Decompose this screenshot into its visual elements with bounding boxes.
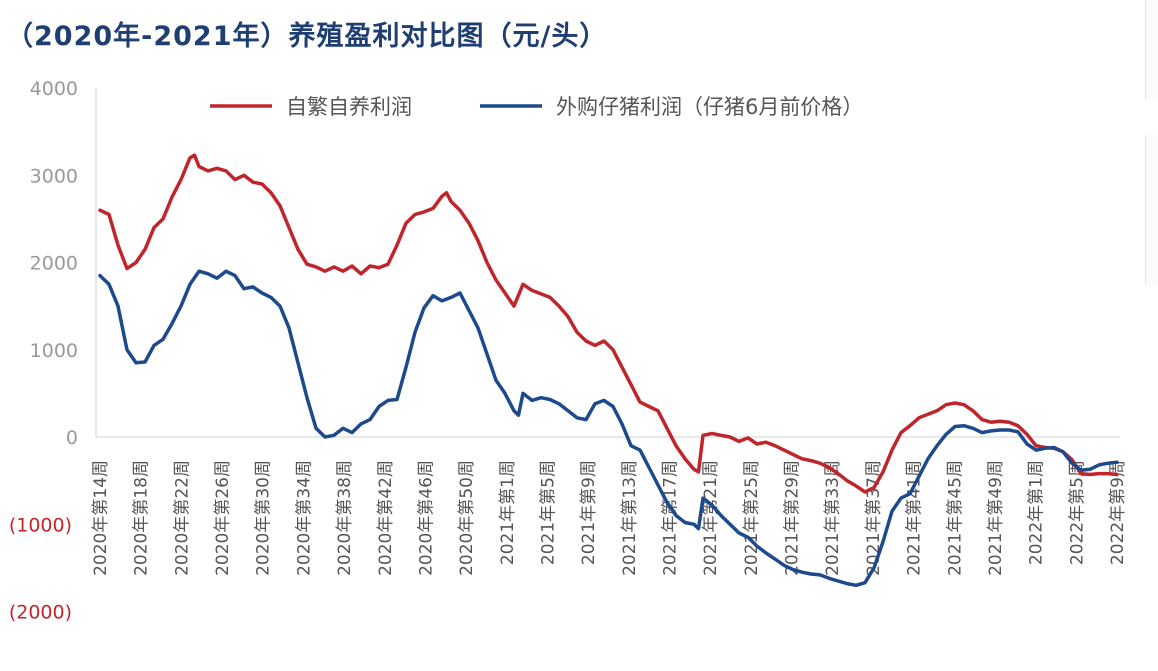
legend-label-self-bred: 自繁自养利润 [286, 95, 412, 119]
x-tick-label: 2021年第1周 [498, 460, 518, 565]
legend: 自繁自养利润 外购仔猪利润（仔猪6月前价格） [210, 95, 863, 119]
y-tick-label: (1000) [9, 514, 72, 536]
series-group [98, 153, 1119, 588]
x-tick-label: 2021年第17周 [661, 460, 681, 576]
x-tick-label: 2021年第25周 [742, 460, 762, 576]
legend-label-purchased: 外购仔猪利润（仔猪6月前价格） [556, 95, 863, 119]
x-tick-label: 2020年第42周 [376, 460, 396, 576]
series-line-self-bred [98, 153, 1119, 494]
x-tick-label: 2020年第50周 [457, 460, 477, 576]
x-tick-label: 2022年第5周 [1067, 460, 1087, 565]
y-tick-label: 0 [66, 427, 78, 449]
x-tick-label: 2022年第9周 [1108, 460, 1128, 565]
y-tick-label: 2000 [30, 253, 78, 275]
y-tick-label: 4000 [30, 78, 78, 100]
edge-panel-top [1145, 0, 1158, 100]
x-tick-label: 2020年第22周 [172, 460, 192, 576]
x-tick-label: 2021年第45周 [945, 460, 965, 576]
x-tick-label: 2021年第33周 [823, 460, 843, 576]
series-line-purchased [98, 269, 1119, 588]
x-tick-label: 2021年第5周 [538, 460, 558, 565]
x-tick-label: 2021年第29周 [783, 460, 803, 576]
x-tick-labels: 2020年第14周 2020年第18周 2020年第22周 2020年第26周 2020… [91, 460, 1128, 576]
x-tick-label: 2021年第13周 [620, 460, 640, 576]
edge-panel-middle [1145, 135, 1158, 285]
x-tick-label: 2020年第30周 [254, 460, 274, 576]
x-tick-label: 2022年第1周 [1027, 460, 1047, 565]
x-tick-label: 2020年第14周 [91, 460, 111, 576]
x-tick-label: 2020年第46周 [416, 460, 436, 576]
x-tick-label: 2021年第41周 [905, 460, 925, 576]
x-tick-label: 2021年第21周 [701, 460, 721, 576]
y-tick-label: 1000 [30, 340, 78, 362]
x-tick-label: 2021年第49周 [986, 460, 1006, 576]
y-tick-label: (2000) [9, 602, 72, 624]
x-tick-label: 2020年第26周 [213, 460, 233, 576]
x-tick-label: 2021年第9周 [579, 460, 599, 565]
x-tick-label: 2020年第34周 [294, 460, 314, 576]
y-tick-labels: 4000 3000 2000 1000 0 (1000) (2000) [9, 78, 78, 624]
x-tick-label: 2020年第38周 [335, 460, 355, 576]
chart-title: （2020年-2021年）养殖盈利对比图（元/头） [6, 21, 608, 52]
y-tick-label: 3000 [30, 165, 78, 187]
x-tick-label: 2020年第18周 [132, 460, 152, 576]
